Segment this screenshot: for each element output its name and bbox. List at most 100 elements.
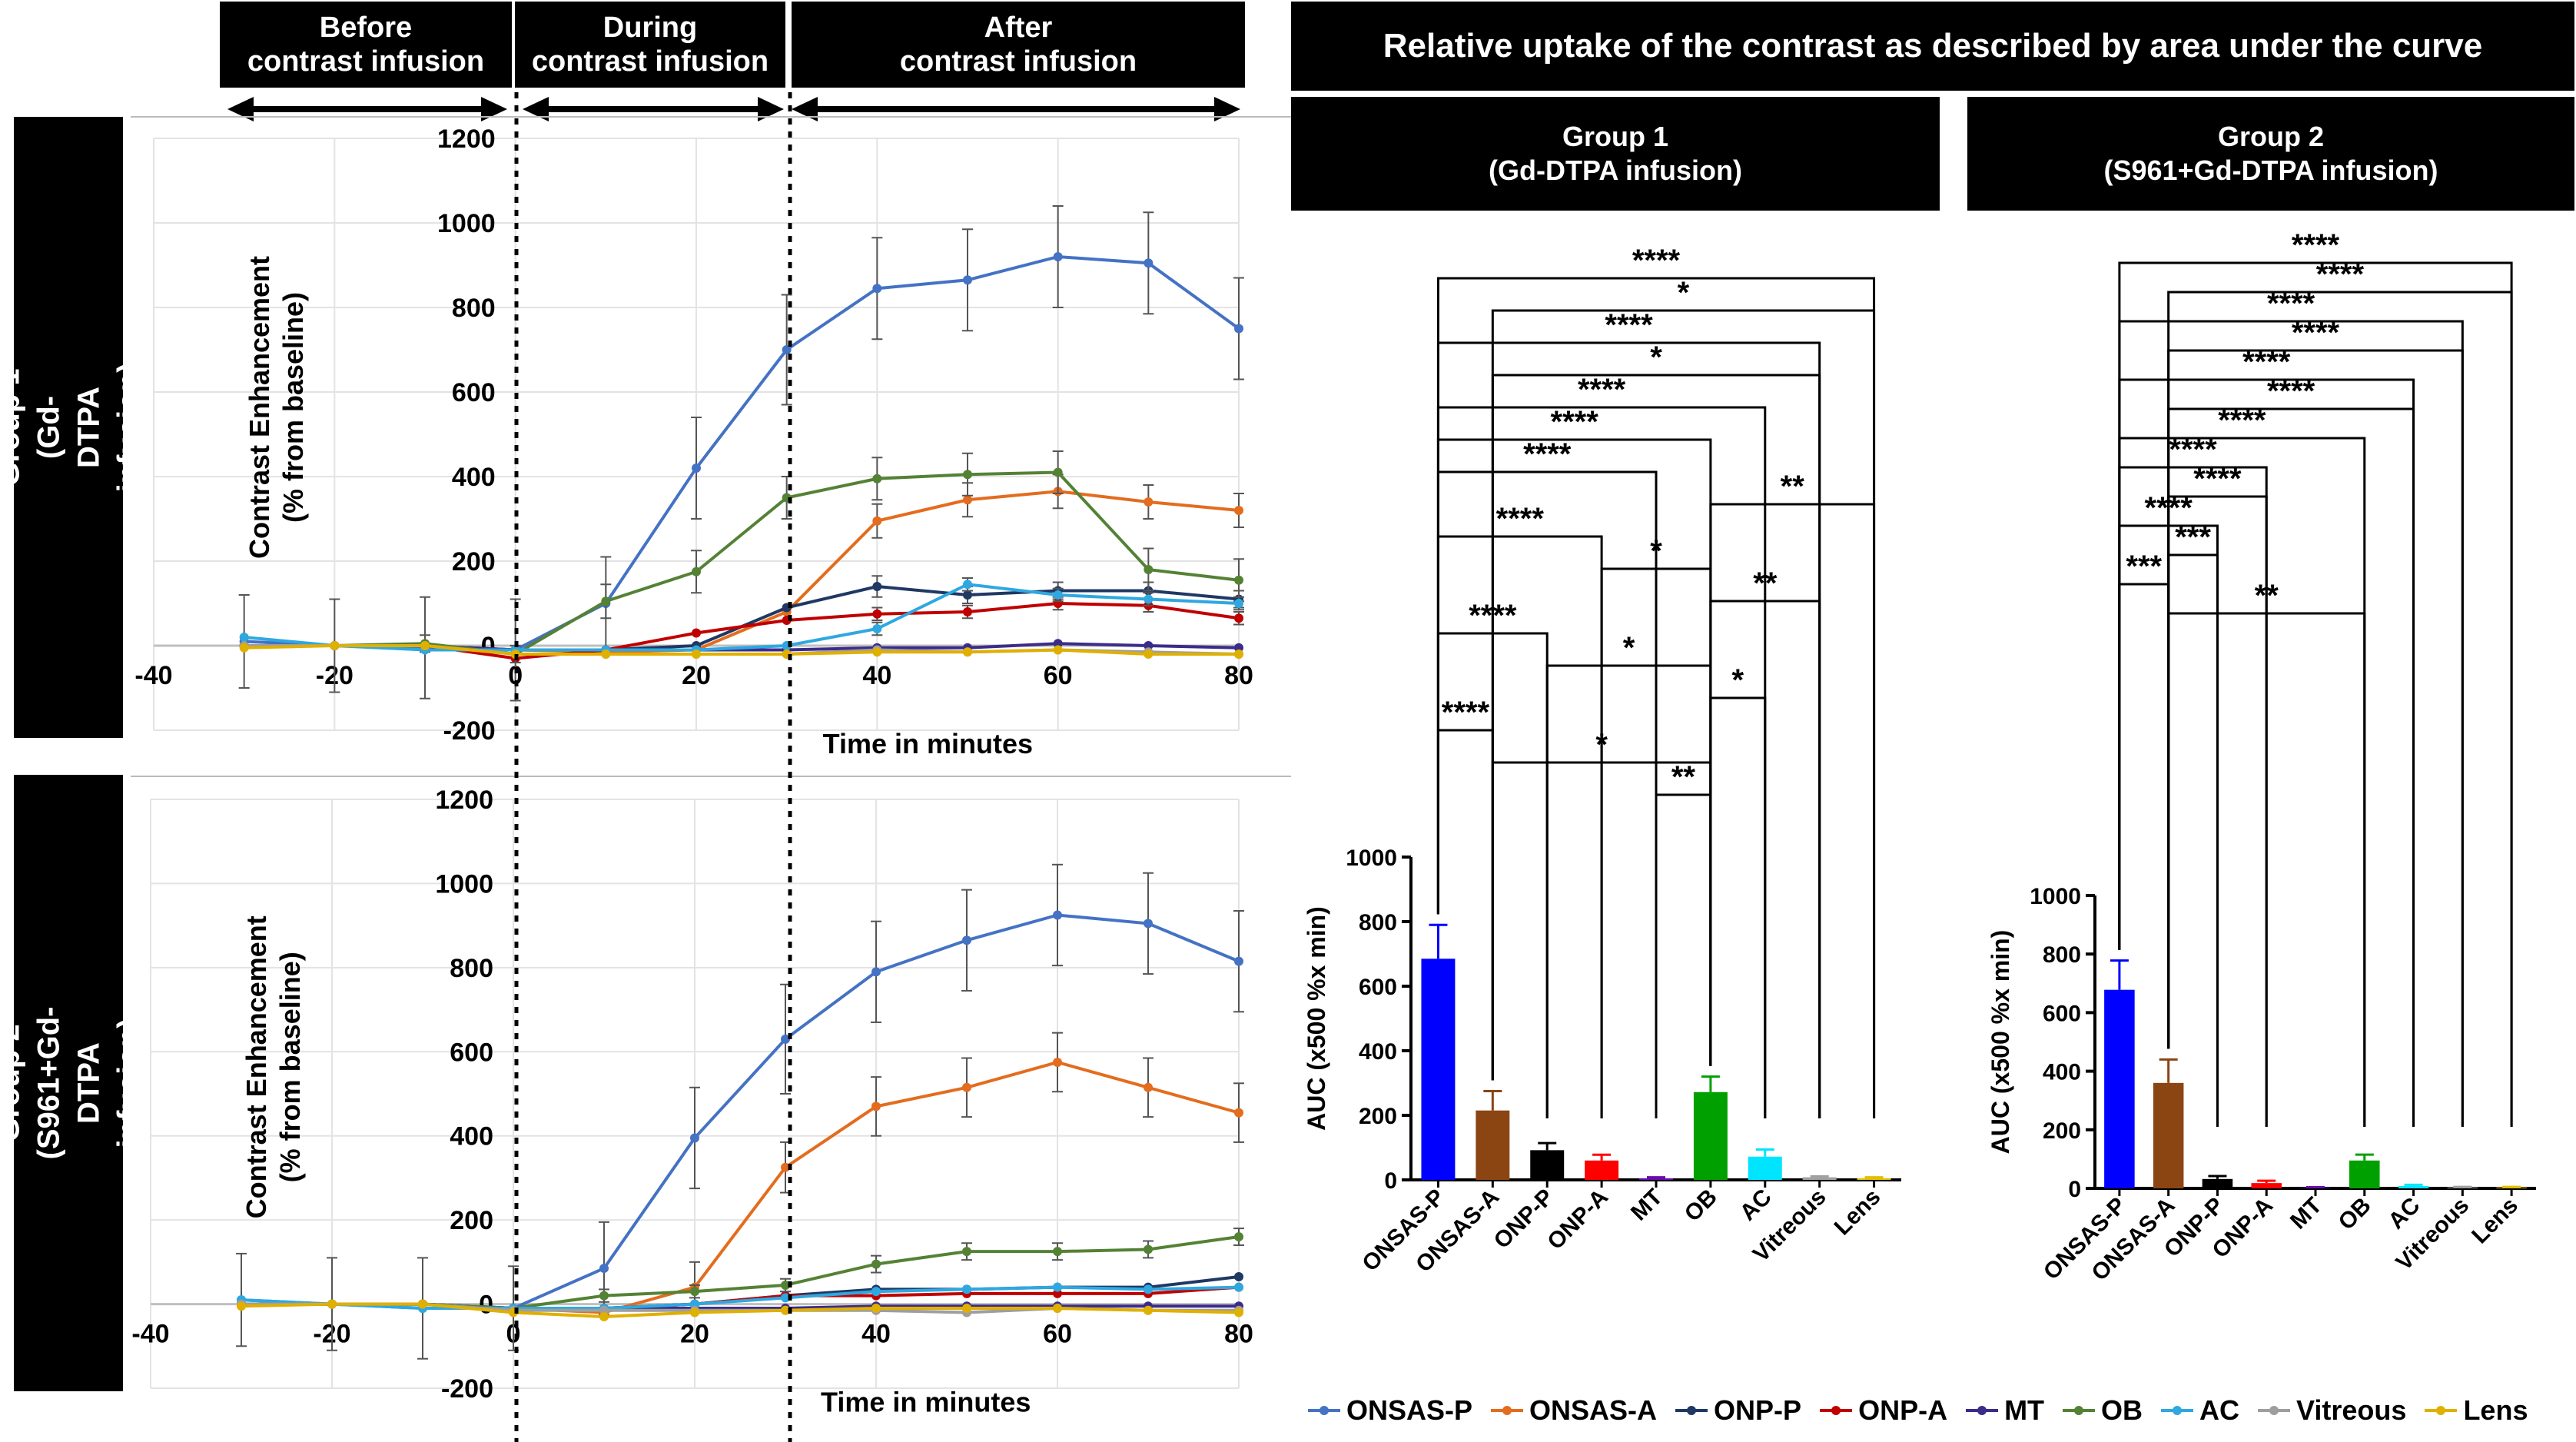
y-axis-label: AUC (x500 %x min) [1987,930,2014,1155]
y-axis-label: Contrast Enhancement(% from baseline) [241,915,306,1218]
data-point-lens [601,650,611,659]
y-tick-label: -200 [443,716,496,746]
y-tick-label: 1200 [435,786,493,815]
legend-label: Lens [2463,1394,2528,1426]
series-line-onsas-a [241,1060,1240,1314]
bar-onsas-a [1476,1110,1510,1180]
data-point-ob [1144,565,1154,574]
bar-onp-p [2202,1178,2233,1188]
significance-label: * [1650,341,1662,374]
data-point-lens [327,1299,337,1309]
y-tick-label: 200 [452,547,496,576]
significance-bracket [2118,583,2170,1049]
data-point-lens [871,1304,881,1314]
legend-swatch-icon [2425,1406,2458,1415]
y-tick-label: -200 [441,1374,493,1404]
data-point-lens [1053,1304,1062,1314]
significance-label: **** [2242,345,2291,379]
legend-swatch-marker [1687,1406,1697,1415]
data-point-ac [1234,1282,1243,1292]
data-point-ob [601,596,611,606]
data-point-lens [690,1307,699,1317]
legend-swatch-marker [1320,1406,1329,1415]
series-line-ob [241,1235,1240,1311]
y-tick-label: 0 [479,1291,493,1320]
significance-label: *** [2126,550,2162,583]
significance-label: **** [2218,404,2266,437]
bar-onp-a [2251,1183,2282,1188]
data-point-ob [1144,1244,1153,1254]
significance-label: **** [2316,258,2365,291]
legend-item-ob: OB [2061,1394,2143,1427]
data-point-onsas-p [1144,258,1154,268]
significance-bracket [2167,612,2366,1127]
x-tick-label: 80 [1224,1320,1253,1349]
data-point-lens [237,1301,246,1311]
legend-label: ONSAS-A [1529,1394,1658,1426]
y-tick-label: 200 [2043,1118,2081,1144]
x-tick-label: OB [2334,1193,2376,1235]
significance-label: * [1678,276,1690,310]
significance-label: **** [2292,228,2340,262]
auc-title-banner: Relative uptake of the contrast as descr… [1291,2,2574,91]
auc-group2-header-text: Group 2 (S961+Gd-DTPA infusion) [2103,121,2438,186]
x-tick-label: MT [2286,1193,2327,1234]
auc-group1-header-text: Group 1 (Gd-DTPA infusion) [1489,121,1742,186]
significance-bracket [2118,261,2513,1127]
phase-arrows [131,97,1291,777]
data-point-ob [599,1291,609,1301]
y-tick-label: 400 [1359,1039,1397,1065]
auc-title-text: Relative uptake of the contrast as descr… [1383,27,2483,65]
y-tick-label: 800 [450,954,493,983]
data-point-ac [1234,599,1243,608]
legend-item-mt: MT [1964,1394,2044,1427]
legend-swatch-marker [2074,1406,2084,1415]
legend-swatch-marker [1831,1406,1841,1415]
data-point-onsas-p [962,935,971,945]
phase-arrow-left-head-2 [792,97,818,121]
x-tick-label: 60 [1043,1320,1072,1349]
data-point-onsas-p [692,464,701,473]
auc-group1-header: Group 1 (Gd-DTPA infusion) [1291,97,1940,211]
data-point-ac [1144,1284,1153,1294]
bar-vitreous [1802,1177,1837,1180]
data-point-onsas-p [781,1034,790,1044]
bar-onsas-p [2104,989,2135,1188]
significance-label: **** [1442,696,1490,729]
data-point-ob [872,473,882,483]
bar-ac [1748,1156,1782,1180]
phase-during-box: During contrast infusion [515,2,785,88]
data-point-lens [239,643,249,653]
data-point-onsas-a [962,1082,971,1092]
data-point-onsas-p [872,284,882,294]
data-point-ac [872,624,882,633]
data-point-onsas-a [1234,506,1243,515]
data-point-ob [692,566,701,576]
data-point-onsas-a [1144,1082,1153,1092]
group1-side-label: Group 1 (Gd-DTPA infusion) [0,117,145,738]
data-point-lens [963,647,972,657]
y-tick-label: 800 [2043,942,2081,968]
legend-swatch-icon [1820,1406,1853,1415]
data-point-ac [871,1287,881,1297]
significance-bracket [2167,553,2219,1127]
x-tick-label: AC [2384,1193,2425,1234]
legend-swatch-icon [1966,1406,1999,1415]
y-axis-label-line: Contrast Enhancement [241,915,272,1218]
y-tick-label: 600 [2043,1001,2081,1026]
data-point-mt [1144,641,1154,650]
y-tick-label: 0 [2068,1177,2081,1202]
data-point-mt [1053,639,1063,649]
y-tick-label: 800 [1359,910,1397,935]
series-line-lens [244,644,1239,656]
data-point-onsas-a [781,1162,790,1172]
data-point-onp-a [1053,1288,1062,1298]
y-tick-label: 1000 [435,869,493,899]
x-tick-label: 40 [862,661,891,690]
x-tick-label: -40 [131,1320,169,1349]
data-point-ob [1053,1247,1062,1257]
phase-arrow-right-head-0 [481,97,507,121]
legend-item-onsas-a: ONSAS-A [1489,1394,1657,1427]
phase-during-label: During contrast infusion [531,12,769,78]
